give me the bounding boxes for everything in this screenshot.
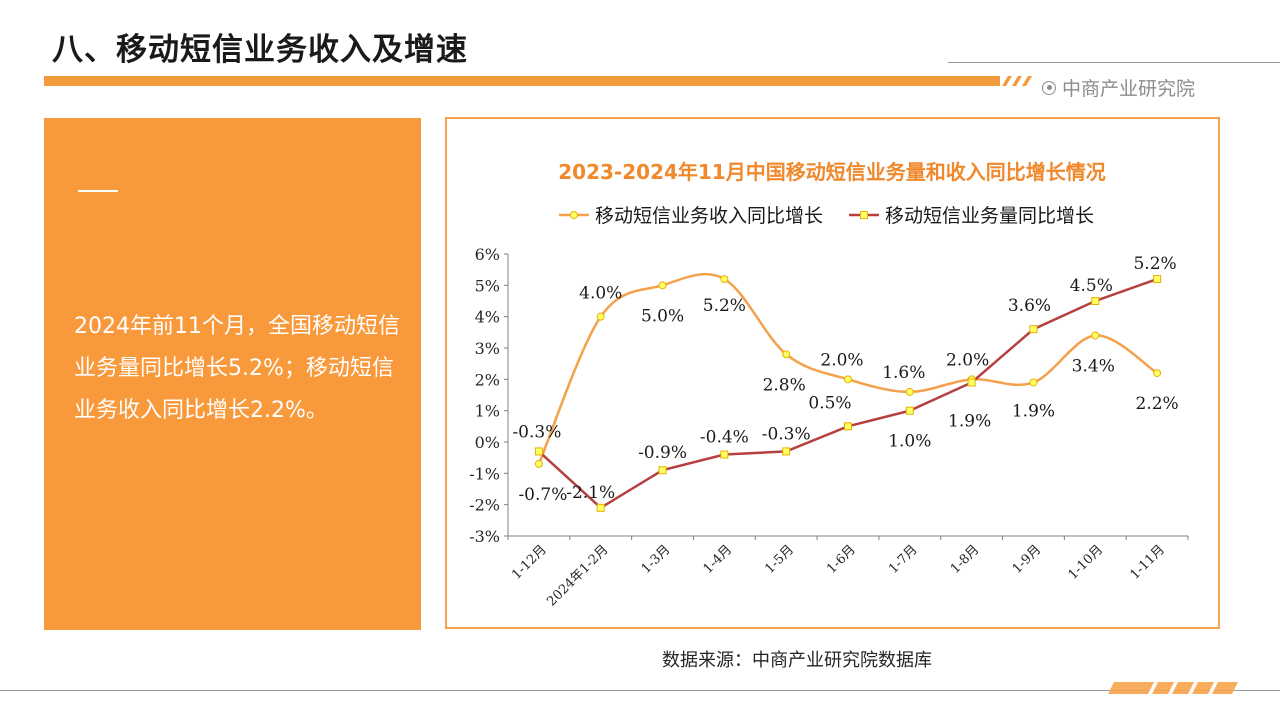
brand-label: 中商产业研究院	[1042, 74, 1195, 101]
data-label: -0.9%	[638, 443, 687, 463]
series-line-0	[537, 272, 1158, 465]
data-point	[844, 422, 852, 431]
data-label: -0.3%	[762, 424, 811, 444]
data-label: 2.0%	[946, 350, 989, 370]
data-label: 2.2%	[1135, 394, 1178, 414]
y-tick-label: 1%	[475, 402, 500, 421]
data-point	[967, 378, 976, 387]
data-label: 2.0%	[820, 350, 863, 370]
data-label: -2.1%	[566, 483, 615, 503]
chart-frame: 2023-2024年11月中国移动短信业务量和收入同比增长情况移动短信业务收入同…	[445, 117, 1220, 629]
legend-label-1: 移动短信业务量同比增长	[885, 205, 1094, 227]
y-tick-label: 2%	[475, 370, 500, 389]
data-label: -0.3%	[512, 422, 561, 442]
data-label: 5.2%	[703, 296, 746, 316]
title-accent-bar	[44, 76, 1000, 86]
x-tick-label: 2024年1-2月	[544, 542, 611, 609]
x-tick-label: 1-5月	[762, 542, 797, 577]
x-tick-label: 1-10月	[1066, 542, 1106, 582]
data-label: 5.0%	[641, 306, 684, 326]
data-label: 1.9%	[948, 411, 991, 431]
data-source: 数据来源：中商产业研究院数据库	[662, 650, 932, 671]
line-chart: 2023-2024年11月中国移动短信业务量和收入同比增长情况移动短信业务收入同…	[469, 160, 1189, 609]
data-label: 5.2%	[1133, 254, 1176, 274]
data-label: 2.8%	[763, 375, 806, 395]
data-point	[1029, 378, 1038, 387]
title-stripes-decoration	[1002, 76, 1032, 86]
y-tick-label: 0%	[475, 433, 500, 452]
data-point	[534, 447, 543, 456]
data-point	[1153, 275, 1162, 284]
data-point	[596, 312, 605, 321]
data-point	[720, 275, 729, 284]
data-point	[1029, 325, 1038, 334]
data-label: 3.4%	[1072, 356, 1115, 376]
x-tick-label: 1-7月	[886, 542, 921, 577]
data-point	[534, 459, 543, 468]
data-label: -0.4%	[700, 428, 749, 448]
y-tick-label: 6%	[475, 245, 500, 264]
x-tick-label: 1-12月	[509, 542, 549, 582]
brand-name: 中商产业研究院	[1062, 78, 1196, 100]
x-tick-label: 1-8月	[948, 542, 983, 577]
data-label: -0.7%	[518, 485, 567, 505]
data-label: 4.0%	[579, 284, 622, 304]
chart-title: 2023-2024年11月中国移动短信业务量和收入同比增长情况	[558, 160, 1105, 184]
x-tick-label: 1-9月	[1010, 542, 1045, 577]
y-tick-label: 4%	[475, 308, 500, 327]
data-point	[658, 281, 667, 290]
y-tick-label: -3%	[469, 527, 500, 546]
legend-marker-0	[570, 211, 578, 219]
data-label: 1.0%	[888, 432, 931, 452]
data-point	[1091, 297, 1100, 305]
title-divider-line	[948, 62, 1280, 63]
x-tick-label: 1-11月	[1127, 542, 1167, 582]
data-point	[782, 447, 791, 456]
data-label: 0.5%	[808, 393, 851, 413]
x-tick-label: 1-6月	[824, 542, 859, 577]
data-point	[658, 466, 667, 475]
data-point	[1153, 369, 1162, 378]
x-tick-label: 1-4月	[701, 542, 736, 577]
data-point	[905, 387, 914, 396]
data-label: 1.9%	[1012, 401, 1055, 421]
data-point	[1091, 331, 1100, 340]
data-point	[782, 350, 791, 359]
data-point	[844, 375, 852, 384]
legend-marker-1	[860, 211, 868, 219]
data-point	[905, 406, 914, 415]
page-title: 八、移动短信业务收入及增速	[52, 32, 468, 68]
footer-divider-line	[0, 690, 1280, 691]
summary-panel: 2024年前11个月，全国移动短信业务量同比增长5.2%；移动短信业务收入同比增…	[44, 118, 421, 630]
brand-logo-icon	[1042, 80, 1056, 95]
x-tick-label: 1-3月	[639, 542, 674, 577]
data-point	[720, 450, 729, 459]
data-label: 1.6%	[882, 363, 925, 383]
y-tick-label: -1%	[469, 464, 500, 483]
data-point	[596, 503, 605, 512]
summary-text: 2024年前11个月，全国移动短信业务量同比增长5.2%；移动短信业务收入同比增…	[74, 314, 400, 423]
footer-stripes-decoration	[1108, 682, 1238, 694]
y-tick-label: 3%	[475, 339, 500, 358]
data-label: 4.5%	[1070, 276, 1113, 296]
panel-divider	[78, 190, 118, 192]
data-label: 3.6%	[1008, 296, 1051, 316]
y-tick-label: -2%	[469, 496, 500, 515]
legend-label-0: 移动短信业务收入同比增长	[595, 205, 823, 227]
y-tick-label: 5%	[475, 276, 500, 295]
